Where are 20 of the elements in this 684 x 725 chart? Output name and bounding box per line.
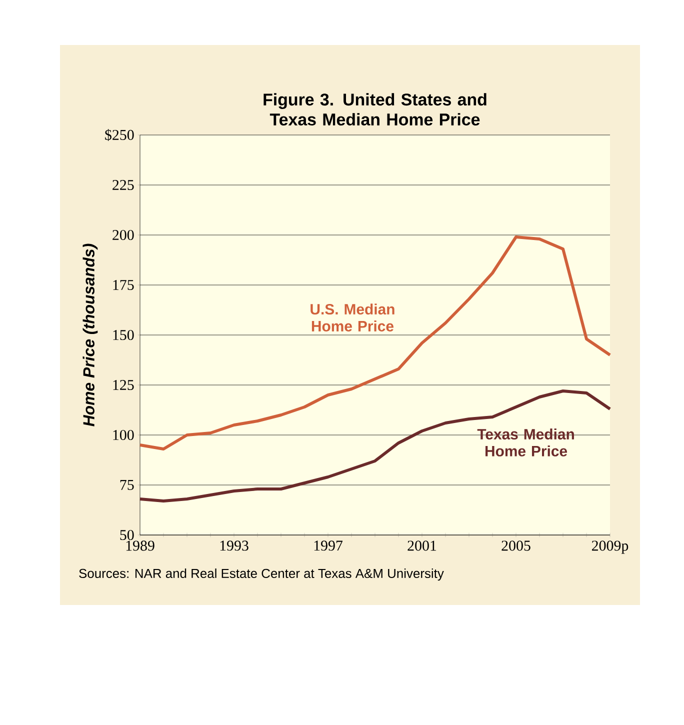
series-label: Texas Median Home Price [477,428,574,456]
source-note: Sources: NAR and Real Estate Center at Texas A&M University [79,568,444,581]
y-tick-label: 50 [120,530,134,540]
y-tick-label: 75 [120,480,134,490]
x-tick-label: 1989 [126,540,154,551]
x-tick-label: 1993 [220,540,248,551]
x-tick-label: 2009p [592,540,628,554]
series-label: U.S. Median Home Price [310,304,394,332]
y-tick-label: 225 [112,180,134,190]
y-tick-label: 125 [113,380,134,390]
y-tick-label: 150 [113,330,134,340]
y-tick-label: $250 [105,129,134,141]
x-tick-label: 2001 [408,540,436,551]
y-axis-title: Home Price (thousands) [82,244,98,426]
y-tick-label: 200 [112,230,134,240]
x-tick-label: 1997 [314,540,343,551]
chart-title: Figure 3. United States and Texas Median Home Price [264,93,486,126]
x-tick-label: 2005 [502,540,530,551]
y-tick-label: 100 [113,430,134,440]
y-tick-label: 175 [113,280,134,290]
